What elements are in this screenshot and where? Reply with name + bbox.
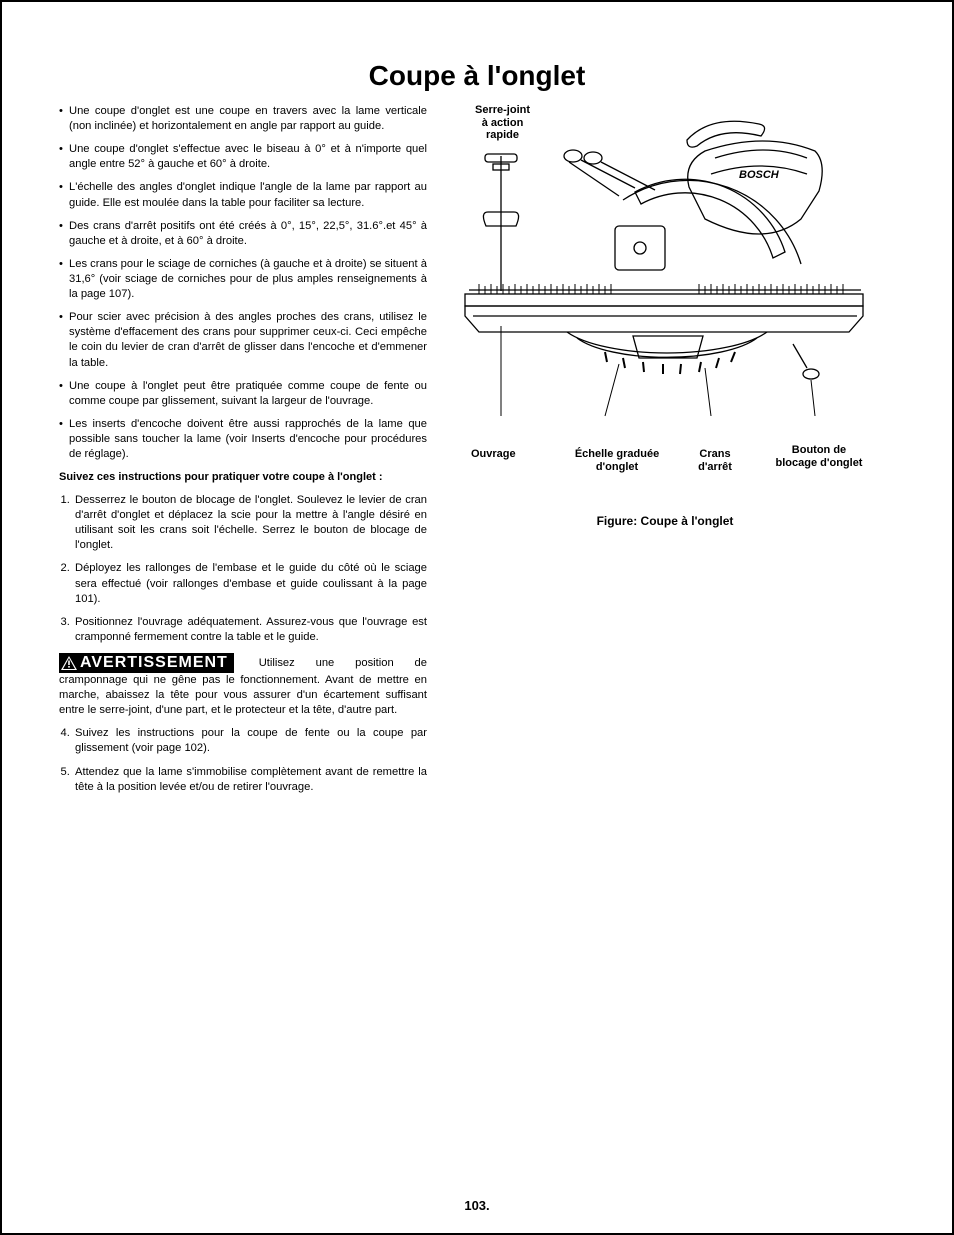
label-ouvrage: Ouvrage (471, 448, 516, 461)
label-bouton: Bouton de blocage d'onglet (763, 444, 875, 469)
step-item: Attendez que la lame s'immobilise complè… (73, 765, 427, 795)
bullet-item: Une coupe d'onglet est une coupe en trav… (59, 104, 427, 134)
bullet-item: L'échelle des angles d'onglet indique l'… (59, 180, 427, 210)
manual-page: Coupe à l'onglet Une coupe d'onglet est … (0, 0, 954, 1235)
steps-list: Desserrez le bouton de blocage de l'ongl… (47, 493, 427, 645)
instructions-heading: Suivez ces instructions pour pratiquer v… (47, 470, 427, 485)
bullet-item: Pour scier avec précision à des angles p… (59, 310, 427, 370)
warning-label: AVERTISSEMENT (59, 653, 234, 673)
bullet-list: Une coupe d'onglet est une coupe en trav… (47, 104, 427, 462)
label-crans: Crans d'arrêt (687, 448, 743, 473)
miter-saw-svg: BOSCH (455, 116, 875, 446)
bullet-item: Des crans d'arrêt positifs ont été créés… (59, 219, 427, 249)
step-item: Positionnez l'ouvrage adéquatement. Assu… (73, 615, 427, 645)
bullet-item: Une coupe à l'onglet peut être pratiquée… (59, 379, 427, 409)
bullet-item: Les inserts d'encoche doivent être aussi… (59, 417, 427, 462)
warning-label-text: AVERTISSEMENT (80, 654, 228, 672)
warning-block: AVERTISSEMENT Utilisez une position de c… (59, 653, 427, 718)
right-column: Serre-joint à action rapide (455, 104, 875, 803)
warning-triangle-icon (61, 656, 77, 670)
steps-list-after: Suivez les instructions pour la coupe de… (47, 726, 427, 794)
figure-caption: Figure: Coupe à l'onglet (455, 514, 875, 528)
bullet-item: Une coupe d'onglet s'effectue avec le bi… (59, 142, 427, 172)
miter-saw-diagram: BOSCH (455, 116, 875, 446)
step-item: Suivez les instructions pour la coupe de… (73, 726, 427, 756)
page-title: Coupe à l'onglet (47, 60, 907, 92)
page-number: 103. (2, 1198, 952, 1213)
svg-text:BOSCH: BOSCH (739, 169, 780, 181)
two-column-layout: Une coupe d'onglet est une coupe en trav… (47, 104, 907, 803)
step-item: Desserrez le bouton de blocage de l'ongl… (73, 493, 427, 553)
left-column: Une coupe d'onglet est une coupe en trav… (47, 104, 427, 803)
label-echelle: Échelle graduée d'onglet (563, 448, 671, 473)
step-item: Déployez les rallonges de l'embase et le… (73, 561, 427, 606)
bullet-item: Les crans pour le sciage de corniches (à… (59, 257, 427, 302)
